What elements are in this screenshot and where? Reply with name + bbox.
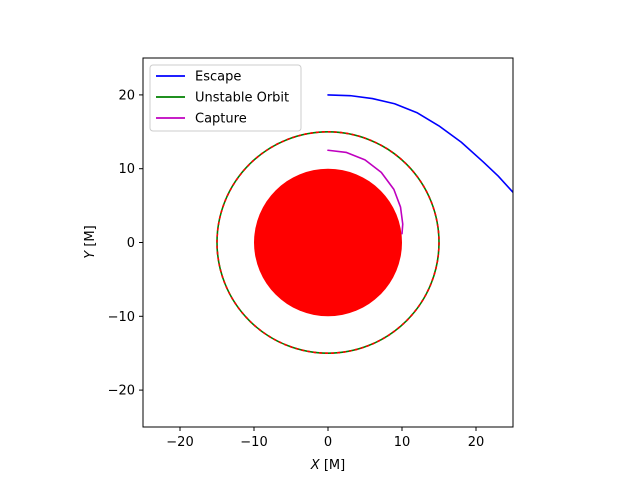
- y-tick-label: 20: [118, 88, 135, 103]
- x-tick-label: 10: [394, 435, 411, 450]
- x-tick-label: −20: [166, 435, 193, 450]
- x-axis-label: X [M]: [310, 458, 345, 473]
- photon-sphere-dashed: [216, 131, 440, 354]
- x-tick-label: 20: [468, 435, 485, 450]
- legend: Escape Unstable Orbit Capture: [149, 64, 302, 132]
- series-escape: [327, 94, 513, 194]
- x-axis-ticks: −20 −10 0 10 20: [166, 427, 484, 450]
- legend-box: [149, 64, 302, 132]
- legend-label-unstable-orbit: Unstable Orbit: [195, 91, 289, 106]
- y-tick-label: −20: [108, 384, 135, 399]
- black-hole-disk: [254, 168, 402, 317]
- x-tick-label: −10: [240, 435, 267, 450]
- x-tick-label: 0: [324, 435, 332, 450]
- legend-label-escape: Escape: [195, 70, 241, 85]
- y-axis-ticks: −20 −10 0 10 20: [108, 88, 143, 399]
- y-tick-label: 0: [127, 236, 135, 251]
- plot-content: [216, 94, 513, 354]
- y-tick-label: 10: [118, 162, 135, 177]
- y-axis-label: Y [M]: [83, 225, 98, 258]
- y-tick-label: −10: [108, 310, 135, 325]
- legend-label-capture: Capture: [195, 112, 247, 127]
- series-capture: [327, 149, 404, 235]
